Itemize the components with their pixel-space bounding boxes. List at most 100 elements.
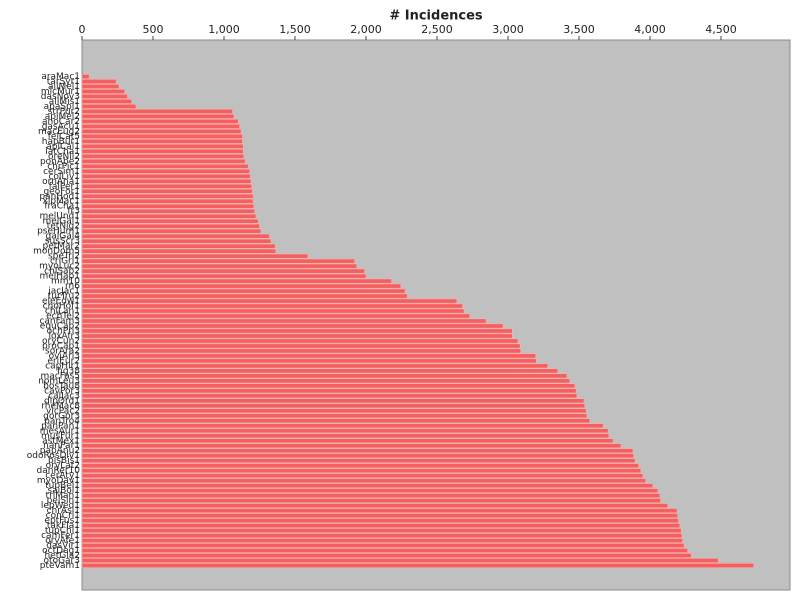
bar bbox=[81, 84, 120, 89]
bar bbox=[81, 443, 622, 449]
bar bbox=[81, 253, 309, 259]
y-tick-label: hg38 bbox=[57, 366, 80, 376]
y-tick-label: aplCal1 bbox=[46, 142, 80, 152]
bar bbox=[81, 313, 470, 319]
bar bbox=[81, 448, 634, 454]
y-tick-label: danRer10 bbox=[37, 466, 81, 476]
y-tick-label: araMac1 bbox=[41, 72, 80, 82]
bar bbox=[81, 109, 233, 114]
bar bbox=[81, 493, 661, 498]
bar bbox=[81, 333, 513, 339]
y-tick-label: oreNil2 bbox=[48, 152, 80, 162]
bar bbox=[81, 163, 249, 169]
bar bbox=[81, 238, 272, 244]
y-tick-label: micMur1 bbox=[41, 87, 80, 97]
bar bbox=[81, 94, 128, 99]
bar bbox=[81, 433, 610, 439]
bar bbox=[81, 308, 465, 314]
y-tick-label: hapBur1 bbox=[42, 137, 80, 147]
bar bbox=[81, 119, 239, 124]
y-tick-label: ornAna1 bbox=[42, 177, 80, 187]
bar bbox=[81, 408, 587, 414]
bar bbox=[81, 298, 458, 304]
y-tick-label: ponAbe2 bbox=[40, 157, 80, 167]
y-tick-label: speTri2 bbox=[48, 252, 80, 262]
x-tick-label: 3,000 bbox=[492, 23, 524, 36]
y-tick-label: oviAri3 bbox=[49, 351, 80, 361]
x-tick-label: 4,000 bbox=[634, 23, 666, 36]
bar bbox=[81, 508, 678, 513]
y-tick-label: petMar2 bbox=[43, 242, 81, 252]
bar bbox=[81, 428, 609, 434]
y-tick-label: proCap1 bbox=[42, 341, 80, 351]
y-tick-label: galGal4 bbox=[46, 232, 81, 242]
bar bbox=[81, 388, 577, 394]
bar bbox=[81, 358, 537, 364]
bar bbox=[81, 393, 578, 399]
y-tick-label: astMex1 bbox=[42, 436, 80, 446]
bar bbox=[81, 463, 639, 469]
bar bbox=[81, 413, 588, 419]
y-tick-label: dasVir1 bbox=[46, 541, 80, 551]
bar bbox=[81, 129, 242, 134]
bar bbox=[81, 543, 685, 548]
y-tick-label: eriEur2 bbox=[47, 356, 80, 366]
y-tick-label: papAnu2 bbox=[40, 446, 80, 456]
y-tick-label: camFer1 bbox=[41, 531, 80, 541]
y-tick-label: melHap1 bbox=[39, 272, 80, 282]
x-tick-label: 4,500 bbox=[705, 23, 737, 36]
y-tick-label: musFur1 bbox=[41, 431, 80, 441]
x-tick-label: 2,500 bbox=[421, 23, 453, 36]
y-tick-label: pteVam1 bbox=[40, 561, 80, 571]
bar bbox=[81, 473, 644, 479]
bar bbox=[81, 373, 568, 379]
y-tick-label: sorAra2 bbox=[45, 346, 80, 356]
y-tick-label: gasAcu1 bbox=[42, 122, 80, 132]
y-tick-label: melGal1 bbox=[42, 217, 80, 227]
x-tick-label: 3,500 bbox=[563, 23, 595, 36]
bar bbox=[81, 343, 521, 349]
bar bbox=[81, 273, 367, 279]
y-tick-label: takFla1 bbox=[47, 521, 80, 531]
y-tick-label: myoDav1 bbox=[37, 476, 80, 486]
bar bbox=[81, 228, 262, 234]
y-tick-label: dasNov3 bbox=[41, 92, 80, 102]
bar bbox=[81, 513, 678, 518]
bar bbox=[81, 278, 392, 284]
bar bbox=[81, 418, 590, 424]
y-tick-label: dipOrd1 bbox=[44, 396, 80, 406]
bar bbox=[81, 144, 244, 149]
y-tick-label: apiMel2 bbox=[45, 112, 80, 122]
y-tick-label: strPur2 bbox=[48, 107, 80, 117]
y-tick-label: nanPar1 bbox=[43, 441, 80, 451]
y-tick-label: colLiv1 bbox=[48, 172, 80, 182]
y-tick-label: criGri1 bbox=[50, 257, 80, 267]
x-tick-label: 0 bbox=[79, 23, 86, 36]
bar bbox=[81, 288, 406, 294]
y-tick-label: macFas5 bbox=[40, 371, 80, 381]
y-tick-label: conCri1 bbox=[46, 511, 80, 521]
y-tick-label: felCat5 bbox=[48, 132, 80, 142]
bar bbox=[81, 89, 125, 94]
y-tick-label: geoFor1 bbox=[43, 187, 80, 197]
y-tick-label: falPer1 bbox=[49, 182, 80, 192]
bar bbox=[81, 403, 585, 409]
bar bbox=[81, 488, 659, 494]
bar bbox=[81, 533, 683, 538]
bar bbox=[81, 293, 408, 299]
bar bbox=[81, 208, 255, 214]
bar bbox=[81, 383, 575, 389]
y-tick-label: triMan1 bbox=[46, 491, 80, 501]
y-tick-label: tupChi1 bbox=[45, 526, 80, 536]
y-tick-label: choHof1 bbox=[43, 302, 80, 312]
y-tick-label: mm10 bbox=[51, 277, 80, 287]
bar bbox=[81, 453, 634, 459]
y-tick-label: macEug2 bbox=[38, 127, 80, 137]
y-tick-label: melUnd1 bbox=[39, 212, 80, 222]
y-tick-label: chrAsi1 bbox=[47, 506, 80, 516]
y-tick-label: tarSyr1 bbox=[47, 77, 80, 87]
y-tick-label: ochPri3 bbox=[47, 326, 80, 336]
bar bbox=[81, 438, 614, 444]
bar bbox=[81, 258, 355, 264]
y-tick-label: panPan1 bbox=[41, 421, 80, 431]
